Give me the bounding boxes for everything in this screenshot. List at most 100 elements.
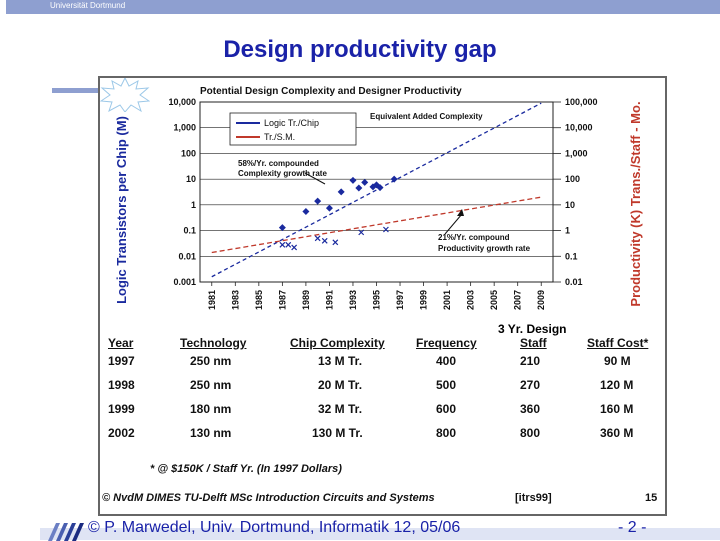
header-staff-cost: Staff Cost* — [587, 336, 649, 350]
table-footnote: * @ $150K / Staff Yr. (In 1997 Dollars) — [150, 463, 342, 475]
productivity-chart: Potential Design Complexity and Designer… — [114, 86, 643, 310]
x-tick-label: 1991 — [324, 290, 334, 310]
right-tick-label: 0.01 — [565, 277, 583, 287]
legend-label-tsm: Tr./S.M. — [264, 132, 295, 142]
annotation-productivity-2: Productivity growth rate — [438, 244, 531, 253]
cell-frequency: 800 — [436, 426, 457, 440]
series-lines — [211, 102, 542, 278]
series-points — [278, 175, 398, 251]
cell-technology: 250 nm — [190, 354, 232, 368]
annotation-productivity-arrow — [444, 213, 463, 235]
data-point — [279, 241, 286, 248]
cell-staff-cost: 120 M — [600, 378, 634, 392]
table-row: 2002 130 nm 130 M Tr. 800 800 360 M — [100, 426, 665, 444]
annotation-productivity-1: 21%/Yr. compound — [438, 233, 510, 242]
left-tick-label: 10,000 — [168, 97, 196, 107]
top-bar: Universität Dortmund — [0, 0, 720, 14]
annotation-complexity-1: 58%/Yr. compounded — [238, 159, 319, 168]
x-tick-label: 1989 — [301, 290, 311, 310]
header-year: Year — [108, 336, 134, 350]
annotation-complexity-arrow — [304, 172, 326, 185]
cell-staff: 210 — [520, 354, 541, 368]
table-row: 1998 250 nm 20 M Tr. 500 270 120 M — [100, 378, 665, 396]
right-tick-label: 10 — [565, 200, 575, 210]
x-tick-label: 1985 — [254, 290, 264, 310]
data-point — [361, 178, 369, 186]
footer: © P. Marwedel, Univ. Dortmund, Informati… — [0, 514, 720, 541]
annotation-productivity-arrowhead — [457, 209, 464, 216]
x-tick-label: 2003 — [466, 290, 476, 310]
burst-shape — [100, 78, 150, 112]
x-tick-label: 1997 — [395, 290, 405, 310]
data-point — [285, 241, 292, 248]
data-point — [278, 224, 286, 232]
header-frequency: Frequency — [416, 336, 477, 350]
cell-staff-cost: 160 M — [600, 402, 634, 416]
cell-frequency: 600 — [436, 402, 457, 416]
x-tick-label: 1999 — [419, 290, 429, 310]
figure-source: [itrs99] — [515, 492, 552, 504]
figure-panel: Potential Design Complexity and Designer… — [98, 76, 667, 516]
table-row: 1999 180 nm 32 M Tr. 600 360 160 M — [100, 402, 665, 420]
left-tick-label: 1,000 — [173, 123, 196, 133]
left-tick-label: 100 — [181, 148, 196, 158]
data-point — [314, 197, 322, 205]
cell-technology: 180 nm — [190, 402, 232, 416]
right-tick-label: 1 — [565, 226, 570, 236]
cell-technology: 130 nm — [190, 426, 232, 440]
x-tick-label: 1981 — [207, 290, 217, 310]
cell-complexity: 130 M Tr. — [312, 426, 363, 440]
cell-staff-cost: 90 M — [604, 354, 631, 368]
x-tick-label: 1983 — [230, 290, 240, 310]
legend-box — [229, 112, 357, 146]
x-tick-labels: 1981 1983 1985 1987 1989 1991 1993 1995 1997 1999… — [207, 282, 546, 310]
left-tick-label: 0.001 — [173, 277, 196, 287]
left-tick-label: 0.1 — [183, 226, 196, 236]
cell-year: 2002 — [108, 426, 135, 440]
data-point — [337, 188, 345, 196]
title-accent-bar — [52, 88, 98, 93]
cell-staff: 270 — [520, 378, 541, 392]
right-tick-label: 10,000 — [565, 123, 593, 133]
cell-year: 1997 — [108, 354, 135, 368]
x-tick-label: 1995 — [372, 290, 382, 310]
cell-frequency: 400 — [436, 354, 457, 368]
header-technology: Technology — [180, 336, 247, 350]
data-point — [349, 176, 357, 184]
chart-title: Potential Design Complexity and Designer… — [200, 86, 462, 97]
cell-staff: 800 — [520, 426, 541, 440]
data-point — [314, 235, 321, 242]
data-point — [390, 175, 398, 183]
top-bar-notch — [0, 0, 6, 14]
x-tick-label: 1993 — [348, 290, 358, 310]
footer-copyright: © P. Marwedel, Univ. Dortmund, Informati… — [88, 519, 461, 536]
cell-year: 1998 — [108, 378, 135, 392]
x-tick-label: 2007 — [513, 290, 523, 310]
data-point — [332, 239, 339, 246]
annotation-equiv: Equivalent Added Complexity — [370, 112, 483, 121]
left-tick-label: 0.01 — [178, 251, 196, 261]
data-point — [358, 229, 365, 236]
right-tick-label: 100 — [565, 174, 580, 184]
table-header-row: Year Technology Chip Complexity Frequenc… — [100, 336, 665, 354]
data-point — [376, 184, 384, 192]
data-point — [291, 244, 298, 251]
data-point — [302, 208, 310, 216]
page-number: - 2 - — [618, 519, 647, 536]
highlight-burst — [100, 78, 150, 112]
cell-staff-cost: 360 M — [600, 426, 634, 440]
cell-frequency: 500 — [436, 378, 457, 392]
gridlines — [200, 127, 553, 257]
data-point — [355, 184, 363, 192]
slide-title: Design productivity gap — [223, 36, 497, 63]
right-tick-label: 100,000 — [565, 97, 598, 107]
cell-year: 1999 — [108, 402, 135, 416]
series-line — [211, 102, 542, 278]
data-point — [382, 226, 389, 233]
annotation-complexity-2: Complexity growth rate — [238, 169, 327, 178]
left-tick-label: 10 — [186, 174, 196, 184]
legend-label-logic: Logic Tr./Chip — [264, 118, 319, 128]
right-axis-label: Productivity (K) Trans./Staff - Mo. — [628, 101, 643, 306]
left-axis-label: Logic Transistors per Chip (M) — [114, 116, 129, 304]
x-tick-label: 1987 — [277, 290, 287, 310]
